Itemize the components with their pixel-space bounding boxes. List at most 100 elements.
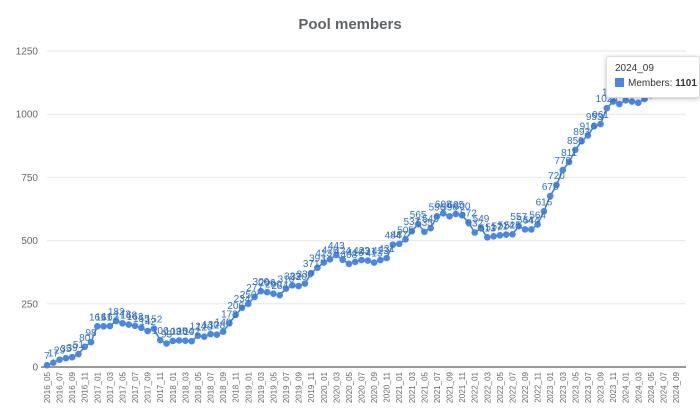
- data-point[interactable]: [238, 304, 246, 312]
- data-point[interactable]: [326, 256, 334, 263]
- data-point[interactable]: [528, 226, 535, 233]
- data-point[interactable]: [509, 230, 516, 238]
- data-point[interactable]: [289, 282, 296, 289]
- data-point[interactable]: [402, 236, 409, 243]
- data-point[interactable]: [219, 328, 227, 335]
- data-label: 284: [271, 281, 288, 292]
- data-point[interactable]: [559, 166, 567, 174]
- data-point[interactable]: [395, 240, 403, 248]
- data-label: 811: [561, 148, 577, 159]
- data-point[interactable]: [458, 212, 466, 219]
- data-point[interactable]: [251, 293, 258, 301]
- data-point[interactable]: [534, 221, 541, 228]
- data-point[interactable]: [446, 213, 453, 220]
- data-point[interactable]: [94, 322, 101, 330]
- data-point[interactable]: [75, 350, 82, 358]
- data-point[interactable]: [590, 122, 598, 130]
- data-point[interactable]: [282, 285, 290, 292]
- data-point[interactable]: [484, 234, 491, 241]
- data-point[interactable]: [106, 322, 114, 330]
- data-point[interactable]: [433, 213, 441, 220]
- data-point[interactable]: [452, 210, 460, 218]
- data-point[interactable]: [370, 259, 378, 266]
- data-point[interactable]: [276, 291, 284, 299]
- data-point[interactable]: [182, 337, 189, 345]
- data-point[interactable]: [320, 259, 328, 266]
- data-point[interactable]: [244, 300, 252, 308]
- data-point[interactable]: [553, 181, 560, 189]
- data-point[interactable]: [270, 290, 277, 297]
- data-point[interactable]: [477, 224, 485, 232]
- data-label: 443: [328, 241, 345, 252]
- data-point[interactable]: [333, 251, 340, 259]
- data-point[interactable]: [471, 229, 479, 236]
- data-point[interactable]: [584, 132, 592, 139]
- data-point[interactable]: [622, 96, 629, 104]
- data-point[interactable]: [213, 331, 221, 338]
- data-point[interactable]: [100, 322, 107, 330]
- data-point[interactable]: [345, 260, 353, 268]
- data-point[interactable]: [194, 332, 202, 339]
- data-point[interactable]: [572, 146, 579, 154]
- data-point[interactable]: [301, 280, 309, 287]
- data-point[interactable]: [521, 226, 529, 233]
- data-point[interactable]: [138, 324, 145, 332]
- data-point[interactable]: [49, 359, 57, 367]
- data-point[interactable]: [87, 338, 95, 346]
- data-point[interactable]: [68, 353, 76, 361]
- data-point[interactable]: [364, 257, 372, 264]
- data-point[interactable]: [351, 258, 359, 266]
- data-point[interactable]: [616, 100, 623, 108]
- data-point[interactable]: [150, 325, 158, 332]
- data-point[interactable]: [156, 336, 164, 344]
- data-point[interactable]: [540, 207, 548, 215]
- data-point[interactable]: [439, 209, 447, 217]
- data-point[interactable]: [634, 99, 642, 107]
- data-point[interactable]: [421, 228, 428, 236]
- data-point[interactable]: [307, 269, 315, 277]
- data-point[interactable]: [609, 98, 617, 105]
- data-point[interactable]: [490, 233, 497, 240]
- x-tick-label: 2018_03: [181, 371, 190, 403]
- data-point[interactable]: [427, 224, 434, 232]
- data-point[interactable]: [257, 287, 265, 295]
- data-point[interactable]: [515, 222, 523, 230]
- data-point[interactable]: [383, 254, 390, 262]
- data-point[interactable]: [43, 361, 51, 369]
- data-point[interactable]: [226, 319, 233, 327]
- data-point[interactable]: [119, 319, 126, 327]
- data-point[interactable]: [263, 288, 271, 296]
- data-point[interactable]: [295, 282, 302, 290]
- data-point[interactable]: [502, 231, 510, 238]
- data-point[interactable]: [339, 256, 346, 264]
- data-point[interactable]: [163, 340, 170, 347]
- data-point[interactable]: [112, 317, 120, 325]
- data-point[interactable]: [377, 256, 384, 264]
- data-point[interactable]: [144, 327, 151, 335]
- data-point[interactable]: [200, 333, 208, 340]
- data-point[interactable]: [62, 354, 70, 362]
- data-point[interactable]: [603, 104, 611, 112]
- data-point[interactable]: [314, 264, 321, 271]
- data-label: 330: [297, 270, 314, 281]
- data-point[interactable]: [125, 321, 133, 328]
- data-point[interactable]: [628, 98, 636, 105]
- data-point[interactable]: [81, 343, 89, 351]
- data-point[interactable]: [175, 337, 183, 344]
- data-point[interactable]: [597, 120, 604, 128]
- data-point[interactable]: [56, 356, 63, 363]
- data-point[interactable]: [546, 192, 554, 200]
- data-point[interactable]: [578, 137, 585, 145]
- data-point[interactable]: [358, 256, 365, 264]
- data-point[interactable]: [188, 337, 195, 345]
- data-point[interactable]: [169, 337, 177, 345]
- data-point[interactable]: [232, 311, 239, 319]
- data-point[interactable]: [389, 241, 397, 248]
- data-point[interactable]: [496, 231, 504, 239]
- data-point[interactable]: [565, 158, 573, 166]
- data-point[interactable]: [414, 220, 422, 228]
- data-point[interactable]: [465, 219, 472, 226]
- data-point[interactable]: [408, 227, 416, 235]
- data-point[interactable]: [131, 322, 139, 330]
- data-point[interactable]: [207, 330, 214, 338]
